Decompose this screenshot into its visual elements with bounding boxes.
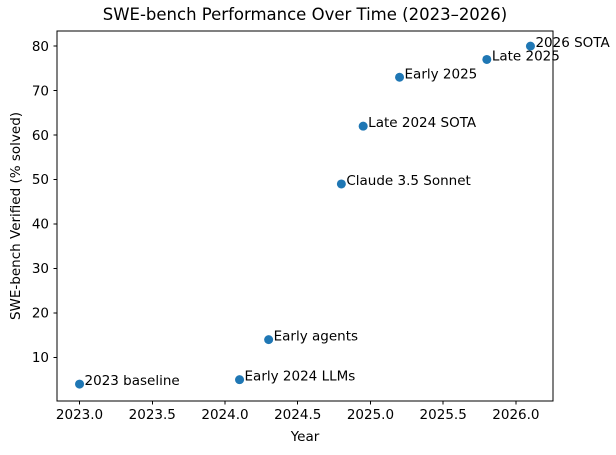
y-tick-label: 40 xyxy=(32,217,49,233)
x-axis-ticks: 2023.0 2023.5 2024.0 2024.5 2025.0 2025.5 2026… xyxy=(56,401,540,423)
y-axis-label: SWE-bench Verified (% solved) xyxy=(8,112,24,320)
scatter-point xyxy=(336,179,346,189)
scatter-point xyxy=(482,54,492,64)
scatter-point xyxy=(358,121,368,131)
x-tick-label: 2024.5 xyxy=(274,407,321,423)
point-annotation: 2023 baseline xyxy=(85,373,180,389)
y-tick-label: 70 xyxy=(32,83,49,99)
scatter-point xyxy=(525,41,535,51)
x-tick-label: 2024.0 xyxy=(201,407,248,423)
y-tick-label: 20 xyxy=(32,306,49,322)
y-tick-label: 50 xyxy=(32,172,49,188)
y-tick-label: 80 xyxy=(32,39,49,55)
y-tick-label: 30 xyxy=(32,261,49,277)
point-annotation: Late 2025 xyxy=(492,48,560,64)
x-tick-label: 2025.5 xyxy=(420,407,467,423)
y-tick-label: 60 xyxy=(32,128,49,144)
point-annotation: Early 2024 LLMs xyxy=(245,369,356,385)
point-annotation: 2026 SOTA xyxy=(535,35,610,51)
scatter-point xyxy=(264,335,274,345)
point-annotations: 2023 baseline Early 2024 LLMs Early agents… xyxy=(85,35,611,389)
x-tick-label: 2023.5 xyxy=(129,407,176,423)
y-axis-ticks: 10 20 30 40 50 60 70 80 xyxy=(32,39,57,366)
scatter-point xyxy=(235,375,245,385)
data-points xyxy=(75,41,535,389)
scatter-point xyxy=(395,72,405,82)
scatter-point xyxy=(75,379,85,389)
point-annotation: Early agents xyxy=(274,329,358,345)
x-tick-label: 2025.0 xyxy=(347,407,394,423)
point-annotation: Claude 3.5 Sonnet xyxy=(346,173,470,189)
x-tick-label: 2026.0 xyxy=(492,407,539,423)
x-tick-label: 2023.0 xyxy=(56,407,103,423)
plot-frame xyxy=(56,30,554,402)
chart-title: SWE-bench Performance Over Time (2023–20… xyxy=(103,5,508,24)
point-annotation: Late 2024 SOTA xyxy=(368,115,477,131)
y-tick-label: 10 xyxy=(32,350,49,366)
point-annotation: Early 2025 xyxy=(405,66,478,82)
x-axis-label: Year xyxy=(290,429,320,445)
